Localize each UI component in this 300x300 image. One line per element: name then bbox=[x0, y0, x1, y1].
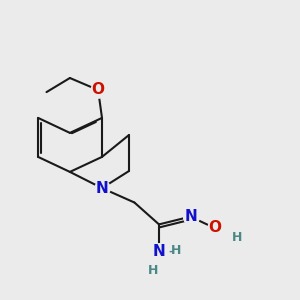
Text: -: - bbox=[169, 247, 173, 257]
Text: N: N bbox=[96, 181, 108, 196]
Text: O: O bbox=[92, 82, 105, 98]
Text: O: O bbox=[208, 220, 221, 236]
Text: N: N bbox=[153, 244, 165, 259]
Text: H: H bbox=[171, 244, 182, 257]
Text: N: N bbox=[184, 209, 197, 224]
Text: H: H bbox=[232, 231, 242, 244]
Text: H: H bbox=[148, 264, 158, 278]
